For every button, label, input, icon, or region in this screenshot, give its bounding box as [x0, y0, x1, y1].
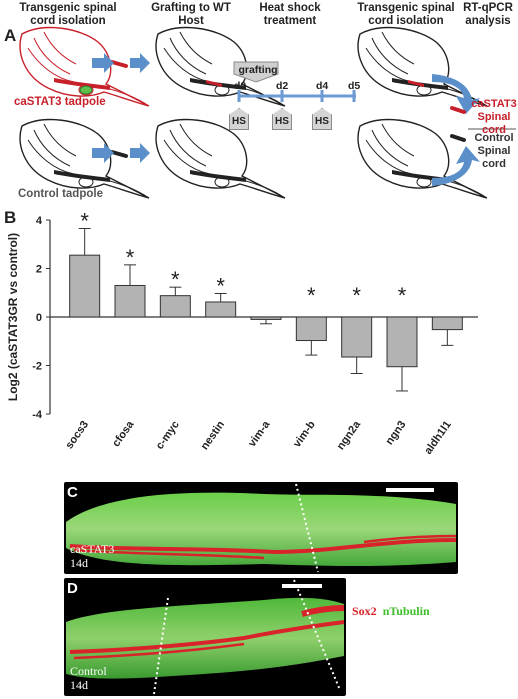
host-tadpole-control-drawing: [155, 118, 286, 199]
bar-socs3: [69, 254, 101, 318]
day-label-0: d0: [234, 80, 247, 92]
significance-star-ngn3: *: [398, 283, 407, 308]
castat3-cord-segment: [110, 60, 128, 68]
control-image-label: Control 14d: [70, 664, 107, 692]
arrow-icon: [92, 53, 150, 73]
day-label-5: d5: [348, 80, 361, 92]
scale-bar: [386, 488, 434, 492]
y-axis-label: Log2 (caSTAT3GR vs control): [6, 233, 20, 401]
x-tick-label-c-myc: c-myc: [154, 419, 182, 452]
hs-marker-d4: HS: [312, 108, 332, 130]
control-label-line1: Control: [70, 664, 107, 678]
castat3-tissue-image: [66, 483, 457, 573]
significance-star-c-myc: *: [171, 267, 180, 292]
y-tick-label: -4: [32, 409, 43, 421]
control-analysis-segment: [450, 134, 466, 142]
castat3-label-line1: caSTAT3: [70, 542, 115, 556]
day-label-4: d4: [316, 80, 329, 92]
isolated-tadpole-castat3-drawing: [357, 26, 488, 107]
day-label-2: d2: [276, 80, 289, 92]
x-tick-label-vim-b: vim-b: [291, 419, 318, 450]
legend-sox2: Sox2: [352, 604, 377, 618]
castat3-image-label: caSTAT3 14d: [70, 542, 114, 570]
micrograph-castat3: caSTAT3 14d: [64, 482, 458, 574]
castat3-spinal-line2: Spinal cord: [477, 111, 511, 136]
castat3-spinal-cord-label: caSTAT3 Spinal cord: [470, 98, 518, 137]
panel-d-letter: D: [67, 580, 78, 597]
control-tadpole-drawing: [19, 118, 150, 199]
control-label-line2: 14d: [70, 678, 88, 692]
bar-vim-b: [295, 316, 327, 342]
curved-arrow-icon: [432, 74, 480, 186]
hs-marker-d2: HS: [272, 108, 292, 130]
castat3-tadpole-label: caSTAT3 tadpole: [14, 96, 106, 108]
header-heat-shock: Heat shock treatment: [259, 2, 321, 27]
significance-star-socs3: *: [80, 210, 89, 233]
y-tick-label: -2: [32, 361, 42, 373]
bar-vim-a: [250, 316, 282, 320]
x-tick-label-socs3: socs3: [63, 419, 91, 451]
legend-ntubulin: nTubulin: [382, 604, 430, 618]
gene-expression-bar-chart: -4 -2 0 2 4 Log2 (caSTAT3GR vs control) * socs3…: [6, 210, 478, 457]
x-tick-label-nestin: nestin: [199, 419, 228, 453]
control-cord-segment: [110, 150, 128, 158]
bar-aldh1l1: [431, 316, 463, 331]
y-tick-label: 4: [36, 215, 43, 227]
header-isolation-2: Transgenic spinal cord isolation: [357, 2, 455, 27]
grafting-flag-label: grafting: [238, 64, 278, 76]
significance-star-nestin: *: [216, 273, 225, 298]
control-spinal-line2: Spinal cord: [477, 145, 511, 170]
micrograph-control: Control 14d: [64, 578, 346, 696]
control-spinal-line1: Control: [474, 132, 514, 144]
host-tadpole-grafted-drawing: [155, 26, 286, 107]
x-tick-label-aldh1l1: aldh1l1: [422, 419, 454, 457]
header-grafting: Grafting to WT Host: [151, 2, 231, 27]
control-tissue-image: [66, 579, 345, 696]
panel-c-letter: C: [67, 484, 78, 501]
significance-star-vim-b: *: [307, 283, 316, 308]
header-analysis: RT-qPCR analysis: [463, 2, 513, 27]
x-tick-label-ngn3: ngn3: [384, 419, 409, 447]
significance-star-ngn2a: *: [352, 283, 361, 308]
stain-legend: Sox2 nTubulin: [352, 604, 430, 619]
castat3-spinal-line1: caSTAT3: [471, 98, 517, 110]
bar-ngn3: [386, 316, 418, 368]
x-tick-label-vim-a: vim-a: [246, 418, 273, 449]
panel-b-letter: B: [4, 208, 17, 227]
castat3-analysis-segment: [450, 106, 466, 114]
castat3-label-line2: 14d: [70, 556, 88, 570]
bar-c-myc: [159, 295, 191, 318]
bar-cfosa: [114, 284, 146, 318]
bar-ngn2a: [341, 316, 373, 358]
control-spinal-cord-label: Control Spinal cord: [470, 132, 518, 171]
significance-star-cfosa: *: [126, 245, 135, 270]
header-isolation-1: Transgenic spinal cord isolation: [19, 2, 117, 27]
x-tick-label-ngn2a: ngn2a: [335, 418, 364, 452]
x-tick-label-cfosa: cfosa: [110, 418, 137, 449]
castat3-tadpole-drawing: [19, 26, 150, 107]
y-tick-label: 2: [36, 264, 42, 276]
control-tadpole-label: Control tadpole: [18, 188, 103, 200]
hs-marker-d0: HS: [229, 108, 249, 130]
scale-bar: [282, 584, 322, 588]
arrow-icon: [92, 143, 150, 163]
y-tick-label: 0: [36, 312, 42, 324]
panel-a-letter: A: [4, 26, 17, 45]
heat-shock-timeline: [233, 61, 356, 102]
bar-nestin: [205, 301, 237, 318]
panel-a-schematic: [19, 26, 516, 199]
